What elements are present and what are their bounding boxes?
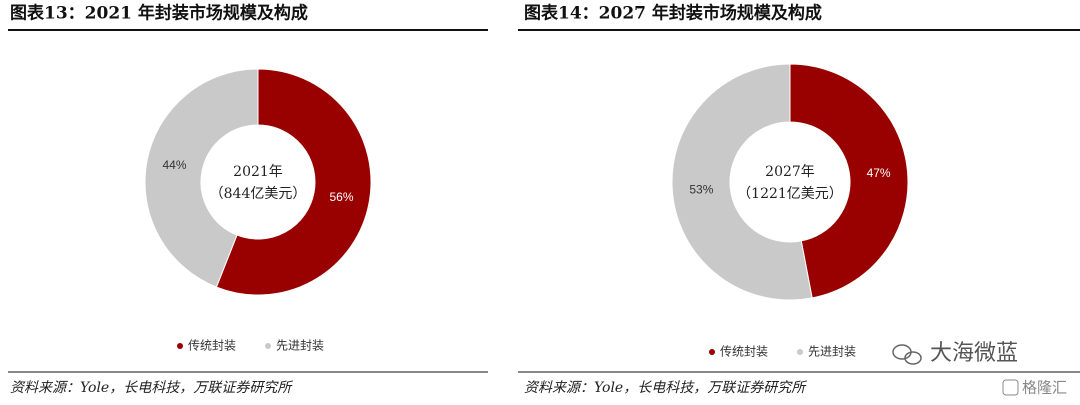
donut-slice	[789, 63, 909, 299]
legend-label: 先进封装	[808, 345, 856, 359]
watermark-icon	[1002, 379, 1019, 396]
center-label: （844亿美元）	[210, 186, 307, 202]
legend-marker	[797, 349, 803, 355]
legend-marker	[265, 343, 271, 349]
donut-slice	[671, 63, 813, 301]
legend-label: 传统封装	[720, 344, 768, 359]
legend-marker	[709, 349, 715, 355]
source-note: 资料来源：Yole，长电科技，万联证券研究所	[10, 380, 293, 396]
center-label: 2021年	[233, 164, 283, 180]
legend-label: 传统封装	[188, 338, 236, 353]
center-label: 2027年	[765, 164, 815, 180]
watermark: 格隆汇	[1022, 379, 1067, 397]
data-label: 56%	[329, 190, 353, 204]
legend-marker	[177, 343, 183, 349]
watermark: 大海微蓝	[930, 341, 1018, 366]
donut-slice	[215, 68, 372, 296]
chart-title: 图表14：2027 年封装市场规模及构成	[524, 3, 822, 24]
watermark-icon	[892, 344, 922, 365]
center-label: （1221亿美元）	[737, 186, 843, 202]
donut-slice	[144, 68, 259, 288]
data-label: 53%	[689, 183, 713, 197]
legend-label: 先进封装	[276, 339, 324, 353]
data-label: 47%	[867, 166, 891, 180]
chart-title: 图表13：2021 年封装市场规模及构成	[10, 3, 308, 24]
data-label: 44%	[162, 158, 186, 172]
source-note: 资料来源：Yole，长电科技，万联证券研究所	[524, 380, 807, 396]
